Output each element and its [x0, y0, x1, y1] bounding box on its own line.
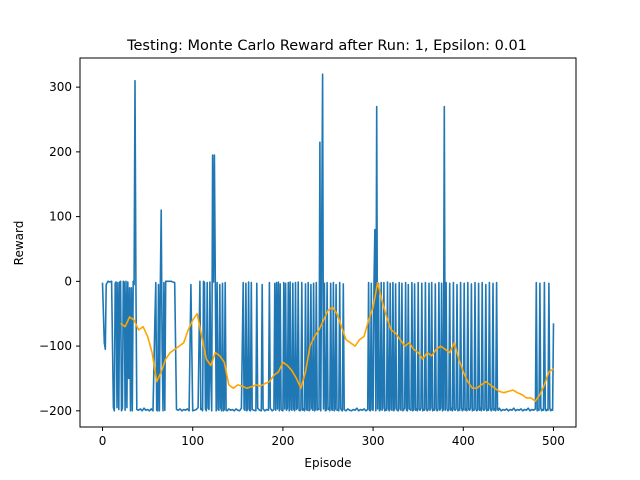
x-tick-label: 0 [99, 434, 107, 448]
y-axis-ticks: −200 −100 0 100 200 300 [39, 80, 80, 418]
y-tick-label: 300 [49, 80, 72, 94]
series-line-2 [120, 281, 554, 402]
y-tick-label: −100 [39, 339, 72, 353]
y-tick-label: 200 [49, 145, 72, 159]
axes-frame [79, 57, 577, 428]
plot-area [101, 73, 555, 412]
y-tick-label: 100 [49, 210, 72, 224]
x-tick-label: 100 [181, 434, 204, 448]
x-axis-label: Episode [304, 456, 351, 470]
x-tick-label: 400 [452, 434, 475, 448]
x-axis-ticks: 0 100 200 300 400 500 [99, 427, 565, 448]
x-tick-label: 500 [542, 434, 565, 448]
x-tick-label: 300 [362, 434, 385, 448]
chart-title: Testing: Monte Carlo Reward after Run: 1… [126, 38, 527, 54]
y-axis-label: Reward [12, 221, 26, 266]
series-line-1 [101, 73, 555, 412]
y-tick-label: 0 [64, 274, 72, 288]
x-tick-label: 200 [271, 434, 294, 448]
y-tick-label: −200 [39, 404, 72, 418]
